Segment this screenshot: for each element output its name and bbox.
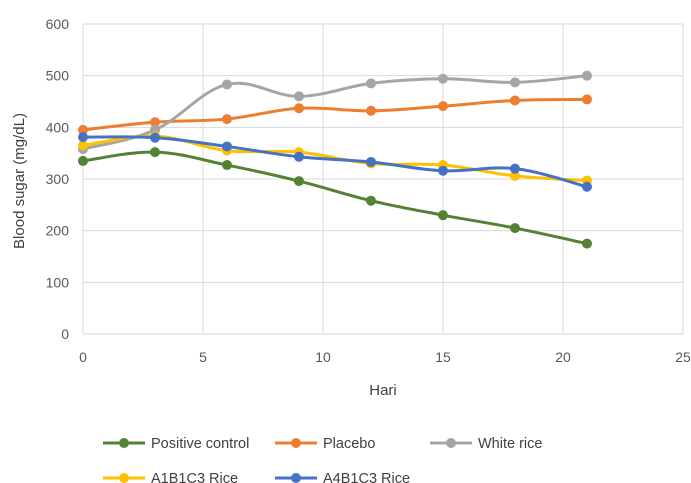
legend-item: Positive control: [103, 436, 249, 452]
x-axis-label: Hari: [369, 382, 397, 399]
series-line: [82, 97, 588, 132]
data-point: [582, 181, 592, 192]
series-a4b1c3-rice: [78, 132, 592, 192]
data-point: [78, 124, 88, 135]
legend-swatch-marker: [119, 473, 129, 483]
legend-item: A1B1C3 Rice: [103, 471, 238, 483]
y-axis-ticks: 0 100 200 300 400 500 600: [46, 16, 70, 342]
series-line: [82, 135, 588, 189]
legend: Positive control Placebo White rice A1B1C3 …: [103, 436, 542, 483]
data-point: [78, 155, 88, 166]
data-point: [294, 103, 304, 114]
data-point: [78, 140, 88, 151]
data-point: [150, 117, 160, 128]
data-point: [222, 114, 232, 125]
data-point: [438, 73, 448, 84]
y-tick-label: 0: [61, 326, 69, 342]
series-placebo: [78, 94, 592, 135]
data-point: [510, 170, 520, 181]
data-point: [222, 141, 232, 152]
legend-label: Placebo: [323, 436, 375, 452]
x-tick-label: 5: [199, 349, 207, 365]
legend-swatch-marker: [291, 438, 301, 448]
y-tick-label: 300: [46, 171, 70, 187]
legend-item: A4B1C3 Rice: [275, 471, 410, 483]
x-tick-label: 10: [315, 349, 331, 365]
data-point: [582, 94, 592, 105]
data-point: [438, 101, 448, 112]
data-point: [78, 132, 88, 143]
data-point: [366, 195, 376, 206]
data-point: [582, 70, 592, 81]
y-tick-label: 200: [46, 223, 70, 239]
legend-swatch-marker: [446, 438, 456, 448]
series-line: [82, 150, 588, 246]
data-point: [438, 210, 448, 221]
data-point: [510, 95, 520, 106]
legend-swatch-marker: [119, 438, 129, 448]
data-point: [510, 163, 520, 174]
legend-label: Positive control: [151, 436, 249, 452]
data-point: [510, 77, 520, 88]
y-tick-label: 400: [46, 119, 70, 135]
data-point: [582, 238, 592, 249]
data-point: [366, 78, 376, 89]
x-tick-label: 15: [435, 349, 451, 365]
y-axis-label: Blood sugar (mg/dL): [11, 113, 28, 249]
data-point: [222, 79, 232, 90]
x-tick-label: 25: [675, 349, 691, 365]
data-point: [438, 165, 448, 176]
data-point: [150, 147, 160, 158]
series-line: [82, 134, 588, 183]
data-point: [222, 160, 232, 171]
data-point: [294, 176, 304, 187]
legend-label: A4B1C3 Rice: [323, 471, 410, 483]
legend-label: A1B1C3 Rice: [151, 471, 238, 483]
y-tick-label: 600: [46, 16, 70, 32]
series-positive-control: [78, 147, 592, 249]
x-axis-ticks: 0 5 10 15 20 25: [79, 349, 691, 365]
series-line: [82, 74, 588, 151]
legend-item: White rice: [430, 436, 542, 452]
data-point: [294, 151, 304, 162]
data-point: [366, 156, 376, 167]
legend-swatch-marker: [291, 473, 301, 483]
legend-label: White rice: [478, 436, 542, 452]
data-point: [150, 132, 160, 143]
x-tick-label: 20: [555, 349, 571, 365]
y-tick-label: 100: [46, 274, 70, 290]
data-point: [510, 223, 520, 234]
series-lines: [78, 70, 592, 249]
grid: [82, 23, 684, 335]
data-point: [294, 91, 304, 102]
data-point: [366, 105, 376, 116]
legend-item: Placebo: [275, 436, 375, 452]
x-tick-label: 0: [79, 349, 87, 365]
y-tick-label: 500: [46, 68, 70, 84]
